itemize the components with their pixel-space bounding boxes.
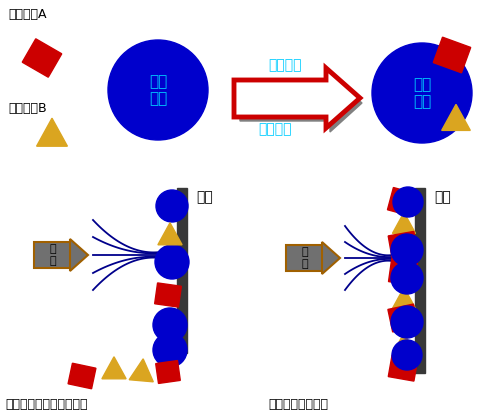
- Bar: [34, 242, 72, 268]
- Circle shape: [393, 187, 423, 217]
- Text: 粉末
基料: 粉末 基料: [149, 74, 167, 106]
- Text: 邦定设备: 邦定设备: [268, 58, 302, 72]
- Bar: [388, 355, 418, 381]
- Polygon shape: [393, 212, 415, 233]
- Polygon shape: [102, 357, 126, 379]
- Bar: [389, 259, 417, 285]
- Text: 粉末
基料: 粉末 基料: [413, 77, 431, 109]
- Text: 工件: 工件: [196, 190, 213, 204]
- Circle shape: [372, 43, 472, 143]
- Bar: [388, 304, 418, 332]
- Bar: [286, 245, 324, 271]
- Bar: [388, 232, 418, 259]
- Text: 工件: 工件: [434, 190, 451, 204]
- Polygon shape: [129, 359, 153, 382]
- Circle shape: [153, 308, 187, 342]
- Circle shape: [391, 262, 423, 294]
- Circle shape: [392, 340, 422, 370]
- Circle shape: [153, 333, 187, 367]
- Bar: [156, 361, 180, 383]
- Text: 邦定质量好的产品: 邦定质量好的产品: [268, 398, 328, 411]
- Bar: [68, 363, 96, 389]
- Bar: [433, 37, 471, 73]
- Text: 金属颜料B: 金属颜料B: [8, 102, 47, 115]
- Polygon shape: [322, 242, 340, 274]
- Polygon shape: [70, 239, 88, 271]
- Polygon shape: [240, 75, 362, 132]
- Bar: [22, 39, 62, 77]
- Bar: [177, 188, 187, 353]
- Circle shape: [108, 40, 208, 140]
- Polygon shape: [393, 288, 415, 308]
- Polygon shape: [234, 68, 360, 128]
- Bar: [388, 188, 419, 217]
- Text: 没邦定或邦定不好的产品: 没邦定或邦定不好的产品: [5, 398, 88, 411]
- Circle shape: [391, 306, 423, 338]
- Circle shape: [156, 190, 188, 222]
- Text: 喷
枪: 喷 枪: [301, 247, 308, 269]
- Circle shape: [391, 234, 423, 266]
- Bar: [154, 283, 181, 307]
- Text: 邦定工艺: 邦定工艺: [258, 122, 292, 136]
- Circle shape: [155, 245, 189, 279]
- Polygon shape: [37, 118, 67, 146]
- Text: 金属颜料A: 金属颜料A: [8, 8, 47, 21]
- Polygon shape: [442, 104, 470, 130]
- Polygon shape: [158, 223, 182, 245]
- Polygon shape: [393, 333, 415, 353]
- Text: 喷
枪: 喷 枪: [50, 244, 56, 266]
- Bar: [415, 188, 425, 373]
